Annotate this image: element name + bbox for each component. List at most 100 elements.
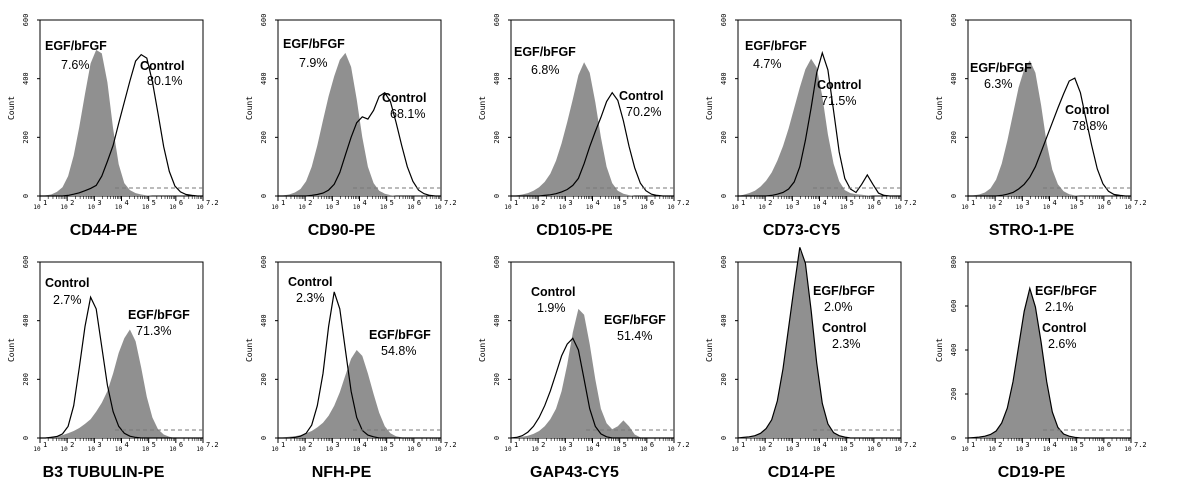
y-tick-label: 200 xyxy=(720,373,728,386)
series-egf-bfgf-area xyxy=(511,62,674,197)
y-tick-label: 400 xyxy=(260,72,268,85)
x-tick-label: 10 xyxy=(1097,446,1105,453)
y-tick-label: 600 xyxy=(22,256,30,269)
series-egf-bfgf-area xyxy=(278,350,441,438)
x-tick-label: 10 xyxy=(88,446,96,453)
x-tick-exponent: 5 xyxy=(850,199,854,207)
x-tick-exponent: 4 xyxy=(823,199,827,207)
x-tick-label: 10 xyxy=(640,204,648,211)
panel-title: STRO-1-PE xyxy=(989,222,1075,239)
annotation-label: Control xyxy=(382,91,426,105)
x-tick-label: 10 xyxy=(33,204,41,211)
histogram-panel: 0200400600Count101102103104105106107.2EG… xyxy=(7,14,219,239)
annotation-percent: 70.2% xyxy=(626,105,661,119)
x-tick-exponent: 4 xyxy=(1053,441,1057,449)
x-tick-label: 10 xyxy=(115,204,123,211)
x-tick-label: 10 xyxy=(786,446,794,453)
series-egf-bfgf-area xyxy=(968,60,1131,196)
y-tick-label: 0 xyxy=(260,194,268,198)
annotation-label: EGF/bFGF xyxy=(745,39,807,53)
x-tick-exponent: 2 xyxy=(541,441,545,449)
annotation-label: Control xyxy=(619,89,663,103)
panel-title: NFH-PE xyxy=(312,464,372,481)
histogram-panel: 0200400600Count101102103104105106107.2Co… xyxy=(245,256,457,481)
x-tick-label: 10 xyxy=(586,446,594,453)
annotation-percent: 4.7% xyxy=(753,57,782,71)
x-tick-label: 10 xyxy=(867,446,875,453)
y-axis-label: Count xyxy=(478,96,487,120)
y-tick-label: 600 xyxy=(720,14,728,27)
y-axis-label: Count xyxy=(478,338,487,362)
x-tick-exponent: 6 xyxy=(417,199,421,207)
x-tick-exponent: 7.2 xyxy=(904,441,917,449)
x-tick-exponent: 7.2 xyxy=(904,199,917,207)
x-tick-label: 10 xyxy=(1070,204,1078,211)
y-axis-label: Count xyxy=(935,96,944,120)
y-tick-label: 200 xyxy=(22,131,30,144)
x-tick-exponent: 5 xyxy=(1080,441,1084,449)
x-tick-label: 10 xyxy=(1016,204,1024,211)
y-tick-label: 200 xyxy=(950,131,958,144)
x-tick-label: 10 xyxy=(142,446,150,453)
y-tick-label: 800 xyxy=(950,256,958,269)
x-tick-label: 10 xyxy=(894,446,902,453)
x-tick-exponent: 6 xyxy=(417,441,421,449)
x-tick-exponent: 6 xyxy=(650,199,654,207)
y-tick-label: 200 xyxy=(950,388,958,401)
annotation-percent: 1.9% xyxy=(537,301,566,315)
x-tick-label: 10 xyxy=(1016,446,1024,453)
series-egf-bfgf-area xyxy=(738,250,901,438)
x-tick-exponent: 5 xyxy=(152,199,156,207)
histogram-panel: 0200400600800Count101102103104105106107.… xyxy=(935,256,1147,481)
x-tick-exponent: 4 xyxy=(1053,199,1057,207)
annotation-label: EGF/bFGF xyxy=(1035,284,1097,298)
x-tick-label: 10 xyxy=(61,446,69,453)
histogram-panel: 0200400600Count101102103104105106107.2EG… xyxy=(935,14,1147,239)
y-tick-label: 0 xyxy=(260,436,268,440)
annotation-percent: 80.1% xyxy=(147,74,182,88)
annotation-label: Control xyxy=(1065,103,1109,117)
x-tick-exponent: 1 xyxy=(281,199,285,207)
x-tick-label: 10 xyxy=(840,204,848,211)
y-axis-label: Count xyxy=(245,96,254,120)
x-tick-exponent: 6 xyxy=(877,199,881,207)
x-tick-exponent: 1 xyxy=(514,441,518,449)
x-tick-exponent: 1 xyxy=(741,199,745,207)
x-tick-label: 10 xyxy=(299,446,307,453)
annotation-percent: 54.8% xyxy=(381,344,416,358)
annotation-percent: 6.8% xyxy=(531,63,560,77)
x-tick-label: 10 xyxy=(559,204,567,211)
x-tick-label: 10 xyxy=(196,204,204,211)
y-tick-label: 0 xyxy=(22,194,30,198)
annotation-percent: 78.8% xyxy=(1072,119,1107,133)
y-tick-label: 200 xyxy=(493,131,501,144)
y-tick-label: 400 xyxy=(720,314,728,327)
x-tick-exponent: 3 xyxy=(335,199,339,207)
x-tick-label: 10 xyxy=(504,446,512,453)
y-axis-label: Count xyxy=(705,96,714,120)
x-tick-label: 10 xyxy=(407,204,415,211)
x-tick-label: 10 xyxy=(1070,446,1078,453)
x-tick-exponent: 6 xyxy=(179,441,183,449)
y-tick-label: 0 xyxy=(720,436,728,440)
annotation-percent: 7.6% xyxy=(61,58,90,72)
x-tick-label: 10 xyxy=(353,204,361,211)
panel-title: CD73-CY5 xyxy=(763,222,840,239)
x-tick-exponent: 4 xyxy=(596,199,600,207)
y-tick-label: 400 xyxy=(493,72,501,85)
annotation-percent: 2.0% xyxy=(824,300,853,314)
x-tick-label: 10 xyxy=(559,446,567,453)
x-tick-exponent: 2 xyxy=(768,199,772,207)
histogram-panel: 0200400600Count101102103104105106107.2EG… xyxy=(705,247,917,481)
x-tick-label: 10 xyxy=(271,446,279,453)
annotation-label: Control xyxy=(1042,321,1086,335)
x-tick-label: 10 xyxy=(989,204,997,211)
x-tick-label: 10 xyxy=(731,446,739,453)
x-tick-label: 10 xyxy=(1124,446,1132,453)
x-tick-label: 10 xyxy=(380,204,388,211)
annotation-percent: 71.3% xyxy=(136,324,171,338)
x-tick-label: 10 xyxy=(326,446,334,453)
y-tick-label: 200 xyxy=(260,373,268,386)
series-egf-bfgf-area xyxy=(40,329,203,438)
